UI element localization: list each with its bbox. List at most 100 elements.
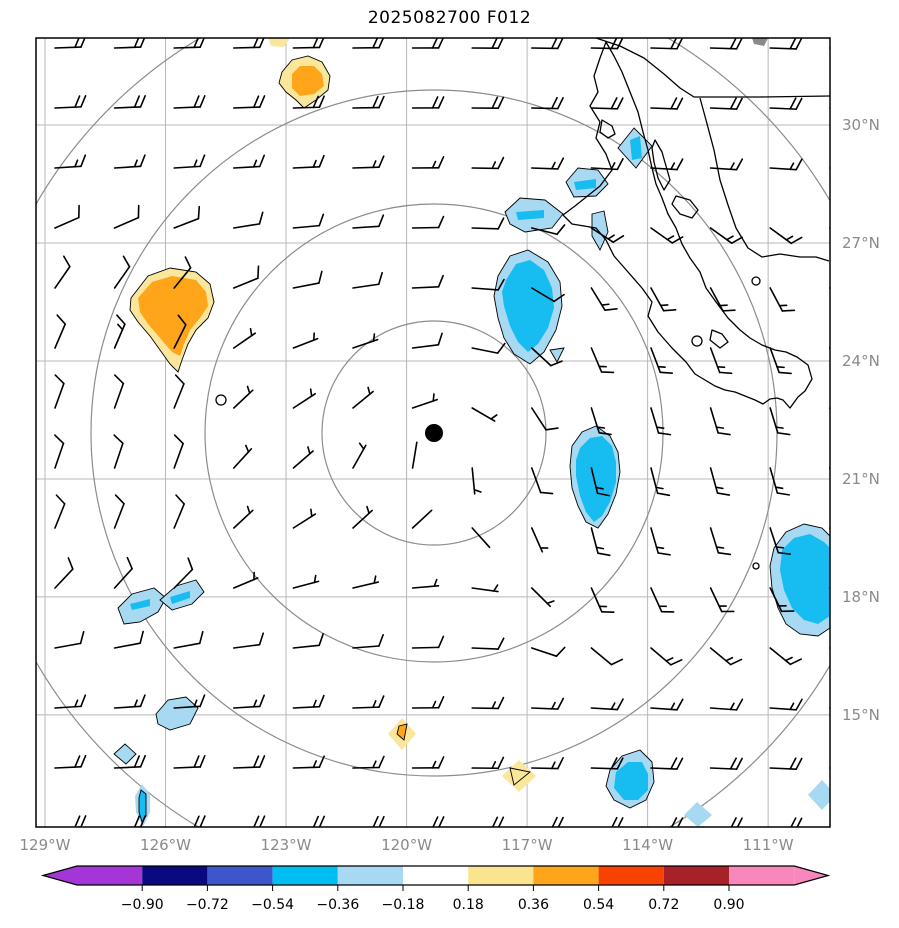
- barb-staff: [770, 168, 796, 170]
- barb-half-feather: [850, 163, 853, 169]
- barb-feather: [57, 315, 65, 324]
- barb-feather: [671, 758, 676, 769]
- barb-staff: [591, 588, 601, 612]
- barb-staff: [413, 442, 417, 468]
- barb-feather: [598, 553, 610, 555]
- barb-half-feather: [657, 547, 664, 548]
- island-circle: [692, 336, 702, 346]
- barb-feather: [731, 98, 737, 109]
- barb-feather: [81, 756, 86, 767]
- wind-barb: [115, 315, 125, 348]
- barb-feather: [850, 818, 855, 829]
- barb-staff: [830, 828, 856, 829]
- wind-barb: [711, 98, 742, 109]
- barb-half-feather: [777, 367, 784, 368]
- barb-staff: [651, 648, 671, 665]
- barb-feather: [379, 696, 384, 707]
- barb-feather: [319, 634, 323, 645]
- barb-staff: [115, 218, 139, 228]
- barb-staff: [711, 468, 718, 493]
- wind-barb: [651, 228, 683, 243]
- barb-feather: [81, 155, 85, 166]
- barb-feather: [731, 659, 742, 664]
- x-tick-label: 111°W: [743, 836, 794, 854]
- barb-staff: [591, 168, 617, 169]
- barb-feather: [658, 433, 670, 435]
- wind-barb: [353, 576, 378, 588]
- barb-half-feather: [547, 601, 554, 603]
- wind-barb: [353, 273, 382, 288]
- wind-barb: [174, 632, 203, 648]
- barb-staff: [174, 384, 184, 408]
- barb-feather: [838, 553, 850, 554]
- barb-staff: [293, 167, 319, 168]
- barb-feather: [81, 632, 84, 644]
- barb-feather: [850, 758, 856, 769]
- wind-barb: [115, 155, 145, 168]
- wind-barb: [174, 207, 199, 228]
- colorbar-tick-label: 0.90: [713, 897, 744, 913]
- barb-feather: [541, 492, 553, 493]
- wind-barb: [830, 818, 861, 829]
- barb-feather: [194, 96, 199, 107]
- barb-staff: [413, 647, 439, 648]
- barb-feather: [837, 493, 849, 495]
- wind-barb: [532, 698, 563, 709]
- barb-feather: [498, 158, 503, 169]
- barb-feather: [796, 98, 802, 109]
- barb-half-feather: [790, 163, 793, 169]
- wind-barb: [413, 697, 444, 708]
- barb-feather: [613, 236, 623, 242]
- wind-barb: [472, 468, 481, 494]
- barb-feather: [558, 698, 564, 709]
- barb-feather: [498, 638, 503, 649]
- barb-feather: [254, 756, 259, 767]
- barb-feather: [498, 698, 503, 709]
- wind-barb: [532, 647, 565, 656]
- barb-staff: [770, 108, 796, 109]
- wind-barb: [413, 580, 439, 588]
- barb-feather: [842, 310, 854, 311]
- contour-patch-orange: [138, 276, 208, 356]
- wind-barb: [353, 443, 366, 468]
- barb-feather: [373, 97, 378, 108]
- colorbar-segment: [77, 866, 142, 885]
- barb-staff: [651, 288, 664, 311]
- barb-half-feather: [671, 163, 674, 169]
- barb-half-feather: [118, 324, 123, 329]
- barb-staff: [413, 287, 439, 288]
- y-tick-label: 18°N: [842, 588, 880, 606]
- wind-barb: [115, 96, 146, 108]
- barb-staff: [711, 288, 723, 311]
- wind-barb: [293, 634, 323, 648]
- barb-staff: [770, 228, 791, 243]
- barb-feather: [114, 435, 123, 443]
- wind-barb: [234, 266, 259, 288]
- wind-barb: [55, 695, 85, 708]
- colorbar-tick-label: −0.54: [251, 897, 294, 913]
- barb-feather: [557, 225, 565, 234]
- barb-feather: [737, 38, 742, 49]
- wind-barb: [174, 756, 205, 768]
- wind-barb: [770, 699, 802, 709]
- barb-staff: [234, 767, 260, 768]
- barb-staff: [174, 47, 200, 48]
- barb-staff: [174, 643, 200, 648]
- barb-feather: [260, 695, 264, 706]
- x-tick-label: 117°W: [502, 836, 553, 854]
- barb-feather: [837, 433, 849, 435]
- barb-staff: [532, 108, 558, 109]
- wind-barb: [174, 96, 205, 108]
- barb-staff: [293, 707, 319, 708]
- barb-staff: [115, 504, 124, 528]
- barb-feather: [558, 758, 563, 769]
- barb-feather: [55, 375, 64, 383]
- barb-feather: [438, 333, 442, 344]
- barb-staff: [174, 767, 200, 768]
- barb-feather: [718, 433, 730, 435]
- barb-staff: [770, 288, 782, 311]
- barb-feather: [75, 756, 80, 767]
- barb-half-feather: [552, 703, 555, 709]
